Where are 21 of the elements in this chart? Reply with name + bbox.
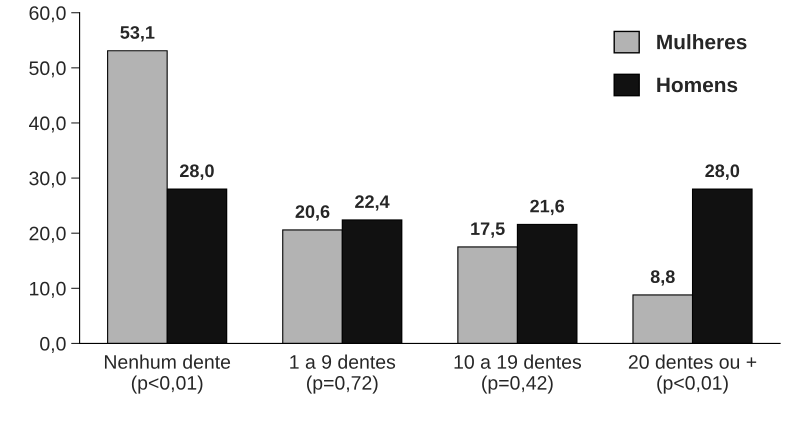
x-tick-label: 20 dentes ou + (p<0,01) [628,354,756,394]
y-tick-label: 30,0 [29,172,66,188]
data-label: 17,5 [471,222,505,238]
legend-label: Homens [657,78,738,92]
data-label: 22,4 [355,195,390,211]
data-label: 53,1 [120,26,154,42]
x-tick-label: Nenhum dente (p<0,01) [104,354,230,394]
x-tick-label: 1 a 9 dentes (p=0,72) [290,354,396,394]
data-label: 28,0 [705,164,740,180]
data-label: 21,6 [530,200,564,216]
legend-label: Mulheres [657,34,746,50]
y-tick-label: 10,0 [30,282,66,298]
y-tick-label: 40,0 [29,116,66,132]
data-label: 20,6 [296,205,330,221]
data-label: 28,0 [180,164,214,180]
y-tick-label: 0,0 [40,336,66,353]
y-tick-label: 20,0 [30,226,66,243]
x-tick-label: 10 a 19 dentes (p=0,42) [454,354,582,394]
y-tick-label: 60,0 [30,6,66,22]
data-label: 8,8 [650,270,675,286]
y-tick-label: 50,0 [29,61,66,78]
